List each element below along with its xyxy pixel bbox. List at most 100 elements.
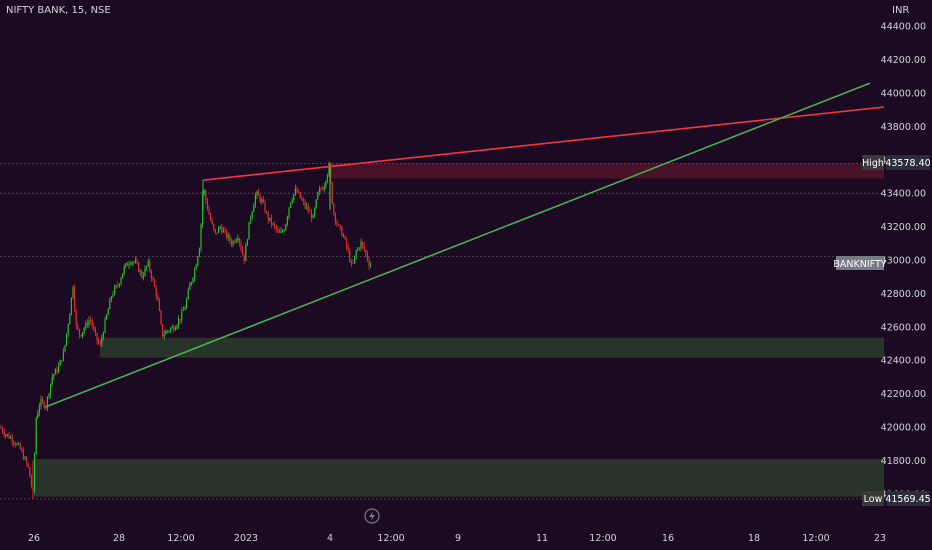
candle-body [168, 330, 170, 332]
candle-body [171, 326, 173, 329]
candle-body [334, 213, 336, 222]
candle-body [314, 208, 316, 216]
candle-body [269, 217, 271, 221]
candle-body [184, 308, 186, 311]
candle-body [138, 262, 140, 272]
price-tick-label: 42800.00 [881, 289, 926, 300]
candle-body [3, 432, 5, 436]
candle-body [278, 230, 280, 233]
candle-body [365, 249, 367, 254]
low-value-box [886, 491, 930, 506]
candle-body [258, 191, 260, 196]
candle-body [179, 319, 181, 321]
low-label-box [862, 491, 884, 506]
candle-body [82, 332, 84, 337]
price-tick-label: 42200.00 [881, 389, 926, 400]
candle-body [155, 286, 157, 297]
candle-body [346, 238, 348, 247]
time-tick-label: 12:00 [802, 533, 829, 544]
price-tick-label: 44200.00 [881, 55, 926, 66]
candle-body [328, 163, 330, 175]
candle-body [312, 215, 314, 219]
candle-body [152, 278, 154, 280]
support-trendline [45, 82, 871, 408]
candle-body [50, 383, 52, 395]
candle-body [64, 344, 66, 352]
price-tick-label: 43400.00 [881, 189, 926, 200]
candle-body [333, 203, 335, 214]
candle-body [26, 457, 28, 464]
low-label: Low [864, 494, 883, 505]
candle-body [347, 246, 349, 251]
candle-body [261, 199, 263, 202]
candle-body [213, 223, 215, 230]
candle-body [309, 210, 311, 212]
candle-body [10, 437, 12, 439]
candle-body [99, 343, 101, 345]
candle-body [117, 285, 119, 287]
candle-body [112, 293, 114, 297]
candle-body [310, 211, 312, 219]
candle-body [242, 249, 244, 255]
candle-body [368, 260, 370, 267]
price-tick-label: 43200.00 [881, 222, 926, 233]
candle-body [142, 275, 144, 278]
candle-body [134, 260, 136, 263]
candle-body [293, 194, 295, 200]
candle-body [30, 477, 32, 486]
candle-body [158, 299, 160, 312]
candle-body [227, 235, 229, 238]
candle-body [78, 329, 80, 335]
price-axis: 44400.0044200.0044000.0043800.0043600.00… [881, 22, 926, 501]
candle-body [98, 340, 100, 344]
candle-body [54, 369, 56, 375]
candle-body [6, 434, 8, 436]
candle-body [35, 418, 37, 454]
lightning-icon[interactable] [364, 508, 380, 524]
candle-body [301, 198, 303, 201]
time-tick-label: 12:00 [377, 533, 404, 544]
candle-body [189, 284, 191, 290]
candle-body [69, 313, 71, 325]
candle-body [66, 333, 68, 345]
candle-body [339, 225, 341, 228]
candle-body [290, 202, 292, 208]
candle-body [210, 214, 212, 221]
candle-body [186, 298, 188, 309]
zone-supply [330, 163, 884, 179]
candle-body [46, 397, 48, 408]
price-tick-label: 41800.00 [881, 456, 926, 467]
candle-body [178, 319, 180, 326]
candle-body [59, 360, 61, 366]
candle-body [107, 309, 109, 315]
candle-body [94, 329, 96, 333]
candle-body [270, 217, 272, 225]
candle-body [174, 328, 176, 331]
candle-body [51, 376, 53, 384]
high-value: 43578.40 [885, 158, 930, 169]
candle-body [157, 296, 159, 300]
candle-body [205, 190, 207, 201]
candle-body [325, 181, 327, 187]
candle-body [83, 328, 85, 333]
candle-body [224, 229, 226, 231]
time-tick-label: 12:00 [167, 533, 194, 544]
time-tick-label: 9 [455, 533, 461, 544]
candle-body [216, 232, 218, 234]
candle-body [322, 189, 324, 191]
candle-body [154, 279, 156, 287]
candle-body [149, 260, 151, 271]
candle-body [307, 206, 309, 211]
time-tick-label: 4 [327, 533, 333, 544]
candle-body [146, 265, 148, 269]
time-tick-label: 12:00 [589, 533, 616, 544]
price-tick-label: 42400.00 [881, 356, 926, 367]
candle-body [298, 191, 300, 193]
candle-body [37, 412, 39, 419]
candle-body [122, 273, 124, 279]
candle-body [120, 278, 122, 284]
candle-body [96, 332, 98, 341]
price-tick-label: 43800.00 [881, 122, 926, 133]
candle-body [206, 200, 208, 210]
